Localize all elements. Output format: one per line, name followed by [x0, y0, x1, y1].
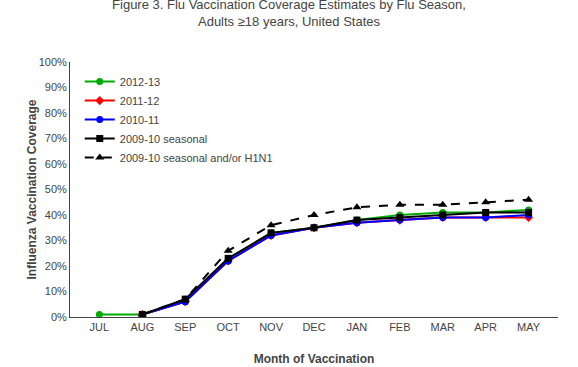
svg-text:2011-12: 2011-12: [120, 95, 160, 107]
svg-text:2010-11: 2010-11: [120, 114, 160, 126]
svg-text:APR: APR: [474, 321, 497, 333]
svg-text:50%: 50%: [45, 183, 67, 195]
svg-text:60%: 60%: [45, 158, 67, 170]
svg-text:70%: 70%: [45, 132, 67, 144]
svg-text:Figure 3. Flu Vaccination Cove: Figure 3. Flu Vaccination Coverage Estim…: [112, 0, 466, 29]
svg-text:SEP: SEP: [174, 321, 196, 333]
svg-text:JUL: JUL: [90, 321, 110, 333]
svg-text:2012-13: 2012-13: [120, 76, 160, 88]
svg-text:2009-10 seasonal: 2009-10 seasonal: [120, 133, 207, 145]
svg-text:40%: 40%: [45, 209, 67, 221]
svg-text:100%: 100%: [39, 56, 67, 68]
svg-text:30%: 30%: [45, 234, 67, 246]
svg-text:2009-10 seasonal and/or H1N1: 2009-10 seasonal and/or H1N1: [120, 152, 273, 164]
svg-text:DEC: DEC: [302, 321, 325, 333]
svg-text:NOV: NOV: [259, 321, 284, 333]
svg-text:OCT: OCT: [217, 321, 241, 333]
svg-text:Month of Vaccination: Month of Vaccination: [254, 352, 375, 366]
svg-text:MAY: MAY: [517, 321, 541, 333]
svg-text:Influenza Vaccination Coverage: Influenza Vaccination Coverage: [25, 99, 39, 279]
svg-text:20%: 20%: [45, 260, 67, 272]
svg-text:JAN: JAN: [347, 321, 368, 333]
svg-text:80%: 80%: [45, 107, 67, 119]
svg-text:MAR: MAR: [431, 321, 456, 333]
svg-text:AUG: AUG: [130, 321, 154, 333]
svg-text:10%: 10%: [45, 285, 67, 297]
svg-text:90%: 90%: [45, 81, 67, 93]
svg-text:FEB: FEB: [389, 321, 410, 333]
svg-text:0%: 0%: [51, 311, 67, 323]
